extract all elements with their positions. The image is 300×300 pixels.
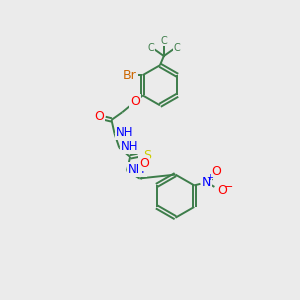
Text: C: C (147, 43, 154, 52)
Text: Br: Br (123, 69, 137, 82)
Text: O: O (217, 184, 227, 196)
Text: C: C (160, 36, 167, 46)
Text: O: O (94, 110, 104, 123)
Text: −: − (224, 182, 233, 192)
Text: O: O (139, 157, 149, 169)
Text: NH: NH (116, 126, 134, 139)
Text: NH: NH (121, 140, 138, 153)
Text: C: C (174, 43, 180, 52)
Text: N: N (202, 176, 211, 189)
Text: NH: NH (128, 163, 146, 176)
Text: +: + (206, 173, 213, 182)
Text: O: O (211, 165, 221, 178)
Text: O: O (130, 95, 140, 108)
Text: S: S (143, 149, 151, 162)
